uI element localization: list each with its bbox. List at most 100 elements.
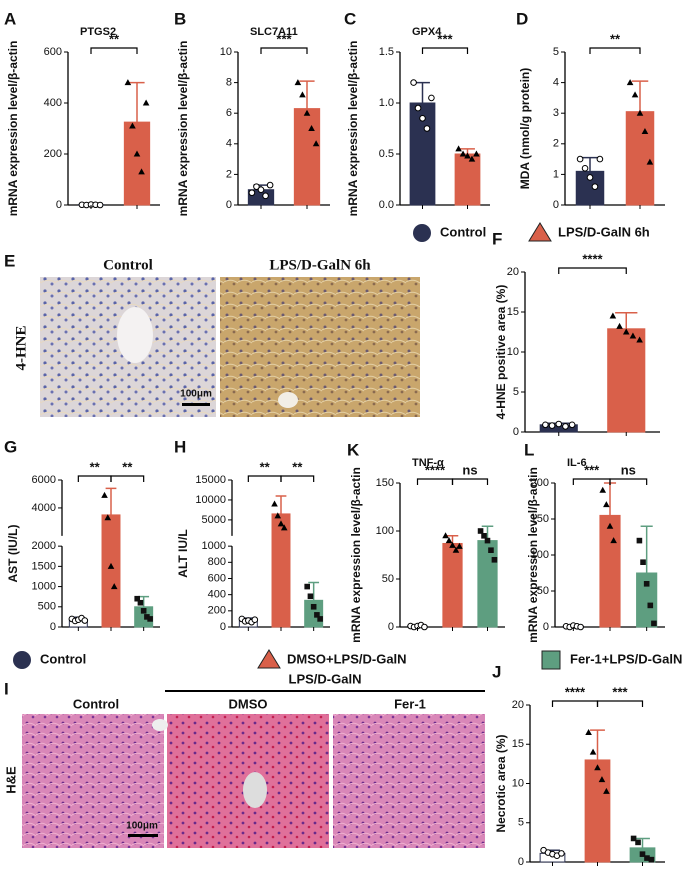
bar <box>271 513 291 628</box>
data-point <box>630 835 637 842</box>
data-point <box>586 174 594 181</box>
stain-label: H&E <box>3 766 18 794</box>
stain-label: 4-HNE <box>13 326 29 371</box>
y-tick-label: 800 <box>208 556 226 568</box>
y-tick-label: 50 <box>382 573 394 585</box>
significance-label: ** <box>109 31 120 46</box>
vessel <box>152 719 168 731</box>
y-tick-label: 5 <box>553 46 559 58</box>
column-label: Control <box>103 257 153 273</box>
y-tick-label: 0 <box>543 621 549 633</box>
data-point <box>294 79 302 86</box>
bar <box>454 153 481 206</box>
data-point <box>585 728 592 735</box>
data-point <box>280 524 288 531</box>
data-point <box>555 420 563 428</box>
data-point <box>473 150 480 157</box>
micrograph <box>22 714 164 848</box>
panel-letter: I <box>4 679 9 698</box>
significance-bracket <box>551 700 599 707</box>
y-axis-label: ALT IU/L <box>176 529 190 577</box>
panel-letter: H <box>174 437 186 456</box>
panel-letter: K <box>347 440 360 459</box>
y-tick-label: 600 <box>44 46 62 58</box>
significance-bracket <box>110 475 145 482</box>
bar <box>477 540 498 628</box>
y-tick-label: 500 <box>38 601 56 613</box>
data-point <box>307 593 314 600</box>
panel-letter: A <box>4 9 16 28</box>
y-tick-label: 0.5 <box>379 148 394 160</box>
y-axis-label: mRNA expression level/β-actin <box>176 41 190 217</box>
y-tick-label: 20 <box>512 699 524 711</box>
data-point <box>104 514 112 521</box>
group-label: LPS/D-GalN <box>289 671 362 686</box>
panel-letter: F <box>492 229 502 248</box>
panel-letter: C <box>344 9 356 28</box>
significance-label: *** <box>612 684 628 699</box>
significance-label: **** <box>565 684 586 699</box>
y-tick-label: 0 <box>56 199 62 211</box>
y-tick-label: 0 <box>518 856 524 868</box>
y-tick-label: 1.0 <box>379 97 394 109</box>
y-tick-label: 6000 <box>32 474 56 486</box>
vessel <box>117 307 153 363</box>
data-point <box>110 583 118 590</box>
data-point <box>445 537 453 544</box>
y-tick-label: 10 <box>507 346 519 358</box>
y-tick-label: 15 <box>512 738 524 750</box>
panel-letter: J <box>492 662 501 681</box>
significance-label: ** <box>90 459 101 474</box>
data-point <box>144 614 150 620</box>
data-point <box>253 183 260 190</box>
vessel <box>243 772 267 808</box>
significance-label: ns <box>621 462 636 477</box>
y-tick-label: 400 <box>208 589 226 601</box>
y-tick-label: 100 <box>376 525 394 537</box>
data-point <box>558 850 565 857</box>
error-bar <box>105 487 117 515</box>
data-point <box>599 486 607 493</box>
scale-label: 100μm <box>180 389 212 400</box>
error-bar <box>299 80 315 109</box>
chart-title: IL-6 <box>567 457 587 469</box>
data-point <box>456 542 463 549</box>
data-point <box>589 748 597 755</box>
panel-letter: L <box>524 440 534 459</box>
legend-label: Control <box>40 651 86 666</box>
y-axis-label: mRNA expression level/β-actin <box>6 41 20 217</box>
data-point <box>636 109 644 116</box>
error-bar <box>590 729 605 760</box>
bar <box>584 759 611 863</box>
panel-letter: B <box>174 9 186 28</box>
error-bar <box>129 81 145 123</box>
bar <box>599 514 621 628</box>
data-point <box>442 532 449 539</box>
data-point <box>484 537 491 544</box>
data-point <box>81 617 89 624</box>
data-point <box>647 602 654 609</box>
chart-title: GPX4 <box>412 26 442 38</box>
significance-label: *** <box>276 31 292 46</box>
data-point <box>640 559 646 565</box>
y-tick-label: 0 <box>50 621 56 633</box>
y-axis-label: 4-HNE positive area (%) <box>494 285 508 420</box>
y-axis-label: MDA (nmol/g protein) <box>518 68 532 190</box>
data-point <box>129 122 136 129</box>
data-point <box>606 522 614 529</box>
column-label: LPS/D-GalN 6h <box>269 257 371 273</box>
y-tick-label: 5 <box>513 386 519 398</box>
significance-bracket <box>558 267 627 274</box>
significance-label: ** <box>610 31 621 46</box>
data-point <box>610 537 617 544</box>
legend-marker <box>13 651 31 669</box>
y-axis-label: Necrotic area (%) <box>494 734 508 832</box>
data-point <box>626 79 634 86</box>
data-point <box>248 189 256 197</box>
data-point <box>455 145 462 152</box>
data-point <box>577 623 584 631</box>
data-point <box>596 155 604 163</box>
data-point <box>449 541 456 548</box>
y-tick-label: 2 <box>226 168 232 180</box>
data-point <box>641 128 649 135</box>
